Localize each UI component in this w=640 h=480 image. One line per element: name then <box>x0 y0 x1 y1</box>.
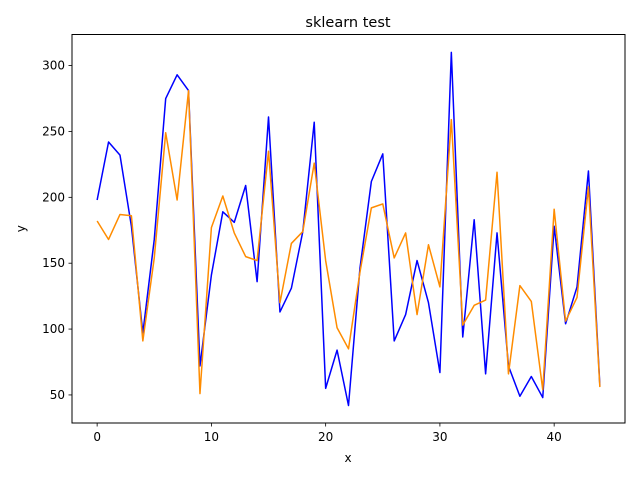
y-tick-label: 300 <box>42 59 65 73</box>
series-line-predicted <box>96 89 601 395</box>
x-tick-label: 20 <box>318 430 333 444</box>
y-tick-label: 200 <box>42 190 65 204</box>
series-line-actual <box>96 51 601 407</box>
plot-frame <box>71 34 626 424</box>
chart-title: sklearn test <box>305 15 390 31</box>
y-axis-label: y <box>14 225 28 232</box>
x-axis: 0 10 20 30 40 <box>93 423 562 444</box>
x-tick-label: 40 <box>547 430 562 444</box>
y-tick-label: 100 <box>42 322 65 336</box>
x-tick-label: 0 <box>93 430 101 444</box>
x-axis-label: x <box>344 451 351 465</box>
y-tick-label: 250 <box>42 124 65 138</box>
x-tick-label: 30 <box>432 430 447 444</box>
y-axis: 50 100 150 200 250 300 <box>42 59 72 402</box>
y-tick-label: 50 <box>50 388 65 402</box>
y-tick-label: 150 <box>42 256 65 270</box>
plot-lines <box>96 51 601 407</box>
x-tick-label: 10 <box>204 430 219 444</box>
